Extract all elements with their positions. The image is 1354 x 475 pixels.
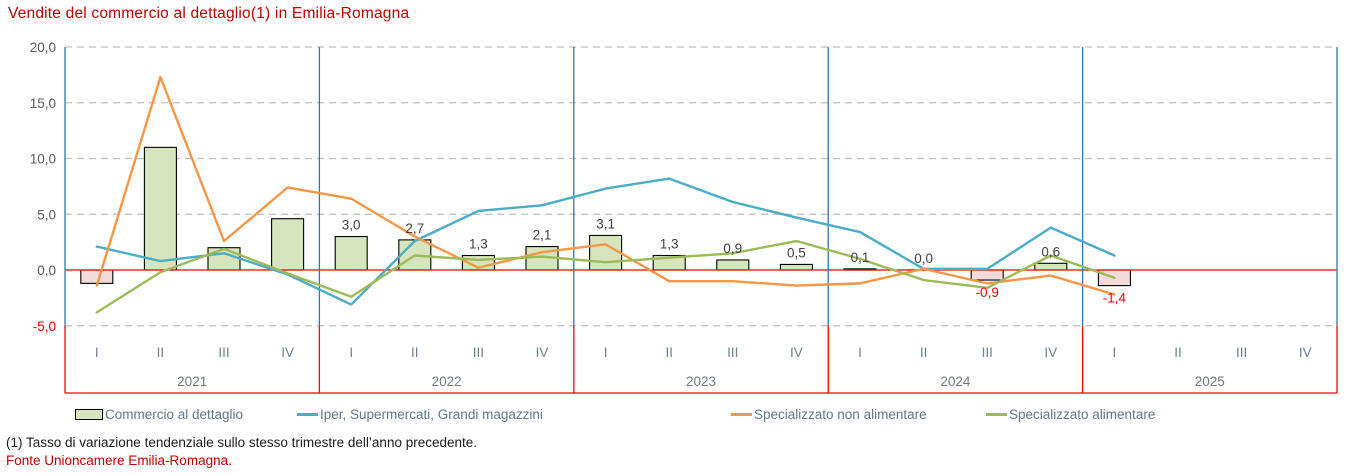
quarter-label: III	[1236, 345, 1247, 360]
bar-data-label: 3,0	[342, 218, 361, 233]
bar	[1034, 262, 1068, 271]
legend-item-commercio: Commercio al dettaglio	[75, 402, 243, 426]
y-tick-label: 0,0	[37, 263, 56, 278]
bar	[271, 218, 305, 271]
line-swatch-icon	[986, 412, 1007, 416]
chart-legend: Commercio al dettaglio Iper, Supermercat…	[0, 402, 1354, 426]
line-swatch-icon	[731, 412, 752, 416]
chart-plot-area: 20,0 15,0 10,0 5,0 0,0 -5,0 3,0 2,7 1,3 2,1 3,1 1,3…	[30, 40, 1338, 394]
year-label: 2023	[686, 374, 716, 389]
source-note: Fonte Unioncamere Emilia-Romagna.	[6, 453, 232, 468]
year-label: 2021	[177, 374, 207, 389]
bar	[334, 236, 368, 271]
bar-data-label: 0,0	[914, 251, 933, 266]
line-line_non_alimentare	[95, 75, 1116, 296]
bar	[779, 263, 813, 271]
legend-label: Commercio al dettaglio	[105, 406, 244, 422]
footnote: (1) Tasso di variazione tendenziale sull…	[6, 435, 478, 450]
quarter-label: II	[665, 345, 673, 360]
line-series	[95, 75, 1116, 296]
quarter-label: I	[349, 345, 353, 360]
line-line_alimentare	[95, 239, 1116, 314]
bar-data-label: 0,6	[1041, 244, 1060, 259]
y-tick-label: 15,0	[30, 96, 56, 111]
bar-data-label: 1,3	[469, 237, 488, 252]
quarter-label: IV	[1044, 345, 1057, 360]
bars-commercio-al-dettaglio	[80, 146, 1131, 287]
line-series	[95, 239, 1116, 314]
bar-data-label: 3,1	[596, 216, 615, 231]
bar	[589, 234, 623, 271]
quarter-label: IV	[1299, 345, 1312, 360]
quarter-label: I	[1113, 345, 1117, 360]
bar-data-label: 0,5	[787, 245, 806, 260]
y-tick-label: 10,0	[30, 152, 56, 167]
quarter-label: I	[604, 345, 608, 360]
legend-item-non-alimentare: Specializzato non alimentare	[731, 402, 927, 426]
quarter-label: III	[727, 345, 738, 360]
year-label: 2025	[1195, 374, 1225, 389]
y-axis-tick-labels: 20,0 15,0 10,0 5,0 0,0 -5,0	[30, 40, 56, 334]
y-tick-label: 5,0	[37, 207, 56, 222]
quarter-label: II	[920, 345, 928, 360]
quarter-labels: I II III IV I II III IV I II III IV I II III IV I II III IV	[95, 345, 1312, 360]
bar	[143, 146, 177, 271]
quarter-label: IV	[281, 345, 294, 360]
year-label: 2024	[940, 374, 971, 389]
bar	[80, 269, 114, 284]
legend-label: Specializzato non alimentare	[754, 406, 927, 422]
legend-item-alimentare: Specializzato alimentare	[986, 402, 1155, 426]
quarter-label: II	[1174, 345, 1182, 360]
legend-label: Iper, Supermercati, Grandi magazzini	[320, 406, 543, 422]
quarter-label: IV	[790, 345, 803, 360]
quarter-label: II	[157, 345, 165, 360]
bar	[207, 247, 241, 271]
year-labels: 2021 2022 2023 2024 2025	[177, 374, 1225, 389]
legend-label: Specializzato alimentare	[1009, 406, 1156, 422]
quarter-label: III	[218, 345, 229, 360]
year-separators	[64, 47, 1338, 394]
bar	[970, 269, 1004, 281]
bar-data-label: -0,9	[976, 285, 999, 300]
quarter-label: III	[473, 345, 484, 360]
gridlines	[65, 46, 1337, 327]
year-label: 2022	[432, 374, 462, 389]
quarter-label: I	[95, 345, 99, 360]
bar-swatch-icon	[75, 408, 103, 420]
bar-data-label: 1,3	[660, 237, 679, 252]
bar-data-labels: 3,0 2,7 1,3 2,1 3,1 1,3 0,9 0,5 0,1 0,0 -0,9 0,6 -1,…	[342, 216, 1127, 305]
bar-data-label: 0,1	[851, 250, 870, 265]
y-tick-label: 20,0	[30, 40, 56, 55]
bar-data-label: 2,1	[533, 228, 552, 243]
bar-data-label: -1,4	[1103, 291, 1127, 306]
line-swatch-icon	[297, 412, 318, 416]
bar	[716, 259, 750, 271]
bar-data-label: 2,7	[405, 221, 424, 236]
quarter-label: II	[411, 345, 419, 360]
quarter-label: IV	[536, 345, 549, 360]
quarter-label: III	[982, 345, 993, 360]
bar-data-label: 0,9	[723, 241, 742, 256]
line-line_iper	[95, 177, 1116, 306]
line-series	[95, 177, 1116, 306]
page-title: Vendite del commercio al dettaglio(1) in…	[8, 5, 410, 22]
y-tick-label: -5,0	[33, 319, 56, 334]
quarter-label: I	[858, 345, 862, 360]
legend-item-iper: Iper, Supermercati, Grandi magazzini	[297, 402, 543, 426]
